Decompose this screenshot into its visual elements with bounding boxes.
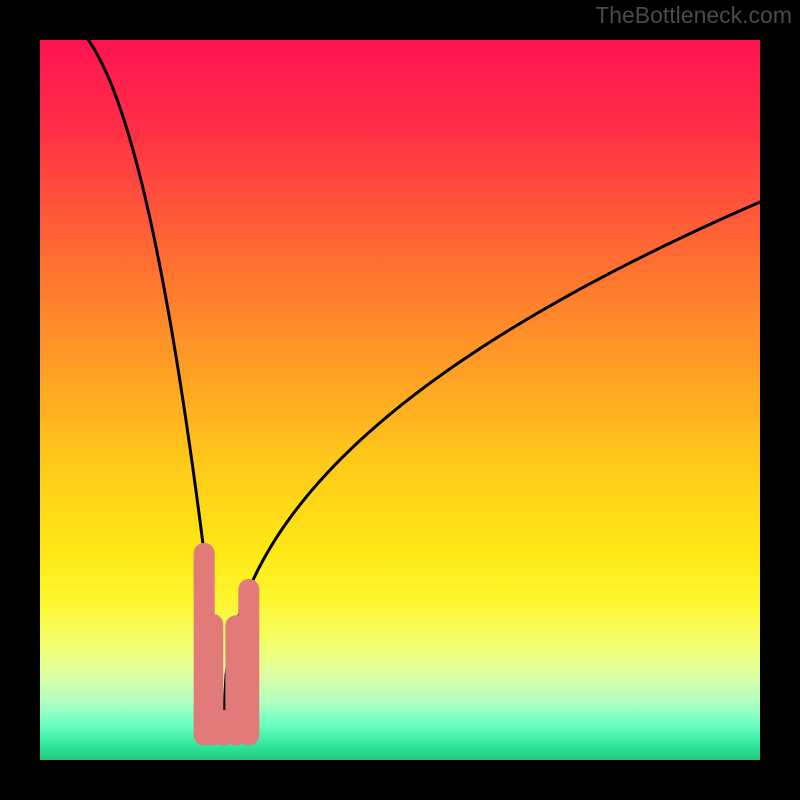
- dip-marker-dot: [239, 579, 259, 599]
- chart-stage: TheBottleneck.com: [0, 0, 800, 800]
- bottleneck-chart: [0, 0, 800, 800]
- watermark-text: TheBottleneck.com: [595, 2, 792, 29]
- plot-gradient-background: [40, 40, 760, 760]
- dip-marker-dot: [214, 710, 234, 730]
- dip-marker-dot: [194, 543, 214, 563]
- dip-marker-dot: [203, 614, 223, 634]
- dip-marker-dot: [226, 616, 246, 636]
